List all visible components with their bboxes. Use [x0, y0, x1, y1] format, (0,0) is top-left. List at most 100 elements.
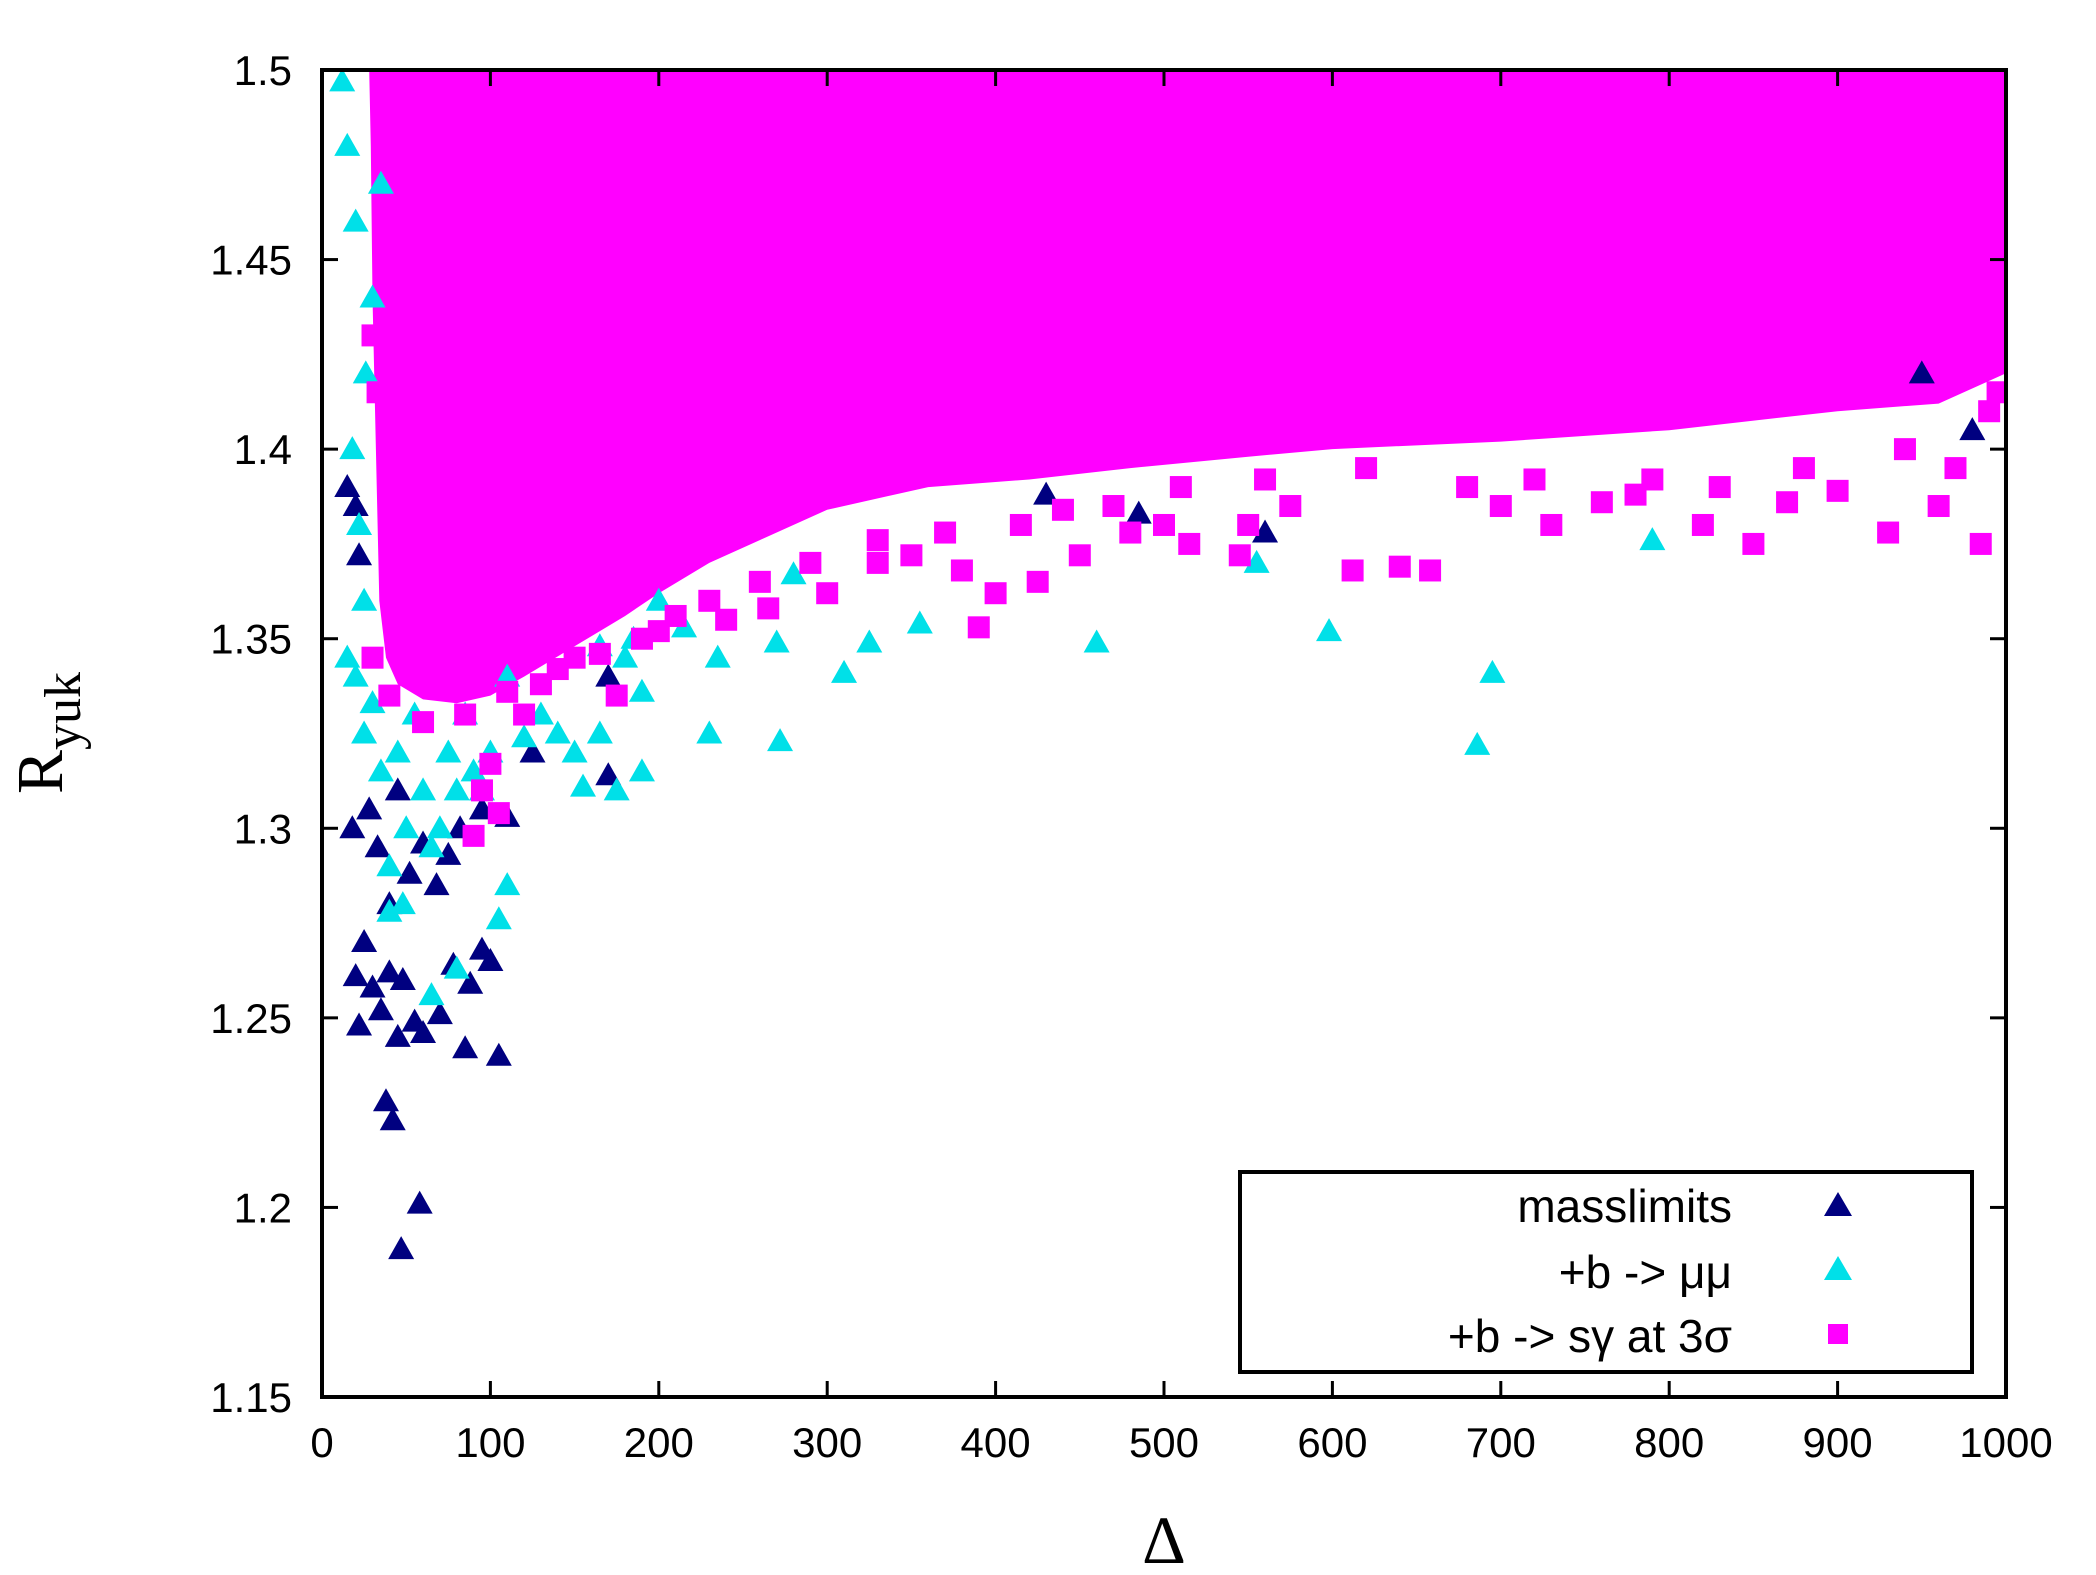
point-s2-9 [715, 608, 738, 631]
legend-label-bmumu: +b -> μμ [1559, 1246, 1732, 1298]
point-s2-5 [529, 673, 552, 696]
point-s2-31 [1641, 468, 1664, 491]
point-s1-31 [511, 724, 538, 748]
point-s1-38 [351, 720, 378, 744]
point-s1-54 [384, 739, 411, 763]
axis-ticks: 0 100 200 300 400 500 600 700 800 900 1000 1.15 1.2 1… [210, 47, 2052, 1466]
point-s0-7 [426, 1001, 453, 1025]
legend-box [1238, 1170, 1974, 1374]
y-tick-label-4: 1.35 [210, 616, 292, 663]
point-s2-10 [757, 597, 780, 620]
point-s2-50 [1169, 476, 1192, 499]
y-tick-label-0: 1.15 [210, 1374, 292, 1421]
point-s2-68 [366, 381, 389, 404]
point-s2-6 [563, 646, 586, 669]
point-s0-12 [346, 1012, 373, 1036]
x-tick-label-6: 600 [1297, 1419, 1367, 1466]
point-s2-47 [1456, 476, 1479, 499]
point-s2-3 [487, 802, 510, 825]
point-s1-0 [1639, 527, 1666, 551]
point-s0-39 [1125, 500, 1152, 524]
point-s2-34 [1776, 491, 1799, 514]
y-tick-label-1: 1.2 [234, 1184, 292, 1231]
point-s2-0 [462, 824, 485, 847]
point-s2-60 [630, 627, 653, 650]
point-s2-11 [816, 582, 839, 605]
point-s2-28 [1489, 495, 1512, 518]
point-s1-1 [1316, 618, 1343, 642]
point-s2-63 [496, 680, 519, 703]
point-s2-45 [1624, 483, 1647, 506]
point-s1-8 [767, 728, 794, 752]
y-tick-label-7: 1.5 [234, 47, 292, 94]
point-s1-35 [410, 777, 437, 801]
x-axis-title: Δ [1142, 1502, 1186, 1575]
point-s0-14 [389, 966, 416, 990]
point-s1-15 [570, 773, 597, 797]
point-s1-41 [334, 644, 361, 668]
point-s2-52 [1051, 498, 1074, 521]
point-s1-58 [443, 777, 470, 801]
point-s2-14 [950, 559, 973, 582]
point-s1-36 [393, 815, 420, 839]
point-s1-56 [418, 834, 445, 858]
point-s2-23 [1237, 513, 1260, 536]
series-2 [361, 324, 2006, 847]
point-s1-11 [704, 644, 731, 668]
x-tick-label-0: 0 [310, 1419, 333, 1466]
y-axis-title-subscript: yuk [35, 672, 92, 750]
legend: masslimits +b -> μμ +b -> sγ at 3σ [1238, 1170, 1974, 1374]
point-s2-19 [1119, 521, 1142, 544]
point-s0-8 [452, 1035, 479, 1059]
point-s2-16 [984, 582, 1007, 605]
point-s1-25 [628, 678, 655, 702]
point-s1-50 [367, 170, 394, 194]
point-s0-24 [423, 872, 450, 896]
point-s2-54 [934, 521, 957, 544]
point-s2-37 [1927, 495, 1950, 518]
x-tick-label-5: 500 [1129, 1419, 1199, 1466]
legend-marker-masslimits [1824, 1192, 1852, 1216]
point-s1-4 [1083, 629, 1110, 653]
point-s0-11 [359, 974, 386, 998]
point-s2-36 [1877, 521, 1900, 544]
point-s0-30 [384, 777, 411, 801]
x-tick-label-9: 900 [1803, 1419, 1873, 1466]
point-s0-3 [379, 1107, 406, 1131]
point-s2-67 [361, 646, 384, 669]
point-s2-22 [1228, 544, 1251, 567]
point-s0-22 [396, 860, 423, 884]
dense-data-regions [369, 70, 2006, 704]
point-s2-65 [412, 711, 435, 734]
point-s2-12 [866, 551, 889, 574]
point-s1-13 [603, 777, 630, 801]
point-s2-32 [1691, 513, 1714, 536]
point-s2-8 [647, 620, 670, 643]
point-s2-29 [1540, 513, 1563, 536]
point-s0-4 [384, 1023, 411, 1047]
point-s1-9 [696, 720, 723, 744]
y-axis-title-main: R [4, 750, 77, 794]
point-s2-59 [664, 604, 687, 627]
point-s2-25 [1341, 559, 1364, 582]
point-s2-13 [900, 544, 923, 567]
point-s0-42 [1959, 417, 1986, 441]
point-s0-41 [1908, 360, 1935, 384]
point-s2-1 [470, 779, 493, 802]
dense-region-0 [369, 70, 2006, 704]
point-s2-4 [513, 703, 536, 726]
point-s2-44 [1708, 476, 1731, 499]
point-s2-56 [799, 551, 822, 574]
point-s1-37 [367, 758, 394, 782]
legend-entry-bmumu: +b -> μμ [1559, 1246, 1852, 1298]
point-s2-27 [1419, 559, 1442, 582]
point-s1-44 [339, 436, 366, 460]
point-s2-64 [454, 703, 477, 726]
point-s1-7 [831, 659, 858, 683]
point-s2-66 [378, 684, 401, 707]
point-s0-2 [372, 1088, 399, 1112]
point-s0-1 [406, 1190, 433, 1214]
point-s2-26 [1388, 555, 1411, 578]
point-s0-35 [346, 542, 373, 566]
